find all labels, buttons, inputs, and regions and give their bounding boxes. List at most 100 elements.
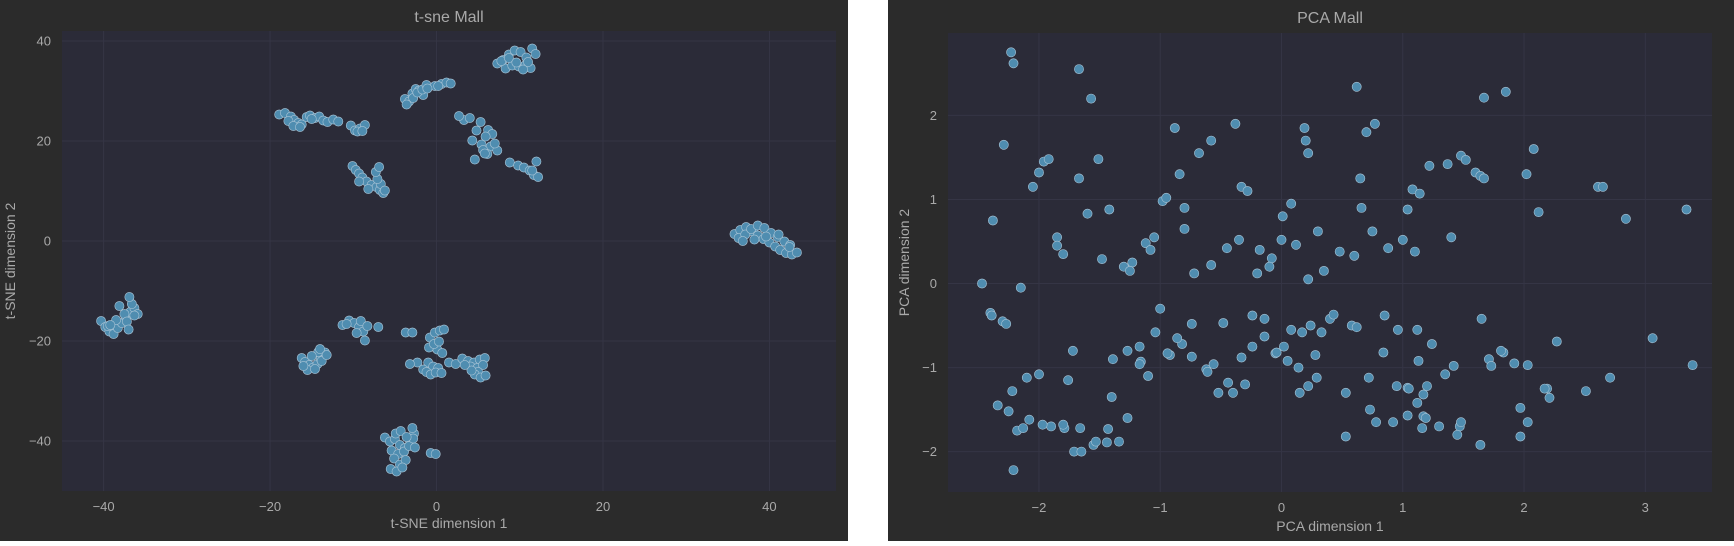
data-point <box>1378 347 1389 358</box>
data-point <box>523 57 533 67</box>
data-point <box>1391 381 1402 391</box>
y-tick-label: 20 <box>37 134 51 149</box>
data-point <box>1422 381 1432 391</box>
data-point <box>1172 333 1183 344</box>
data-point <box>122 316 132 327</box>
data-point <box>1058 419 1069 430</box>
pca-panel: −2 −1 0 1 2 3 −2 −1 0 1 2 PCA Mall PCA dimension 1 PC… <box>888 0 1734 541</box>
data-point <box>1103 424 1113 434</box>
data-point <box>1424 160 1435 171</box>
data-point <box>1043 154 1054 164</box>
x-tick-label: 40 <box>762 499 776 514</box>
data-point <box>373 322 384 332</box>
data-point <box>1006 47 1016 58</box>
data-point <box>1533 207 1544 217</box>
data-point <box>1037 419 1048 430</box>
data-point <box>1021 372 1032 383</box>
data-point <box>1427 339 1437 349</box>
data-point <box>295 122 305 132</box>
data-point <box>1259 313 1270 324</box>
data-point <box>1370 118 1380 129</box>
y-tick-label: −20 <box>29 334 51 349</box>
data-point <box>1102 437 1112 448</box>
data-point <box>527 165 538 176</box>
data-point <box>761 231 771 242</box>
data-point <box>1252 268 1263 279</box>
data-point <box>1687 360 1698 370</box>
data-point <box>773 229 784 240</box>
data-point <box>407 327 418 338</box>
data-point <box>1034 167 1044 178</box>
data-point <box>1279 341 1289 352</box>
data-point <box>1598 181 1608 192</box>
data-point <box>1365 404 1375 415</box>
data-point <box>480 131 491 142</box>
x-tick-label: −1 <box>1153 500 1168 515</box>
data-point <box>129 310 140 321</box>
data-point <box>1247 341 1258 352</box>
data-point <box>409 442 420 453</box>
data-point <box>478 360 488 370</box>
data-point <box>1097 254 1107 264</box>
x-tick-label: 0 <box>1278 500 1285 515</box>
data-point <box>1052 240 1062 251</box>
data-point <box>489 138 500 149</box>
data-point <box>1515 402 1526 413</box>
data-point <box>1303 381 1314 391</box>
data-point <box>1388 417 1398 428</box>
data-point <box>321 350 332 360</box>
data-point <box>404 359 415 369</box>
data-point <box>354 176 364 187</box>
x-tick-label: 0 <box>433 499 440 514</box>
data-point <box>1034 369 1044 380</box>
data-point <box>1276 234 1287 245</box>
data-point <box>1122 413 1133 423</box>
data-point <box>306 114 317 124</box>
data-point <box>1303 274 1314 285</box>
data-point <box>1240 379 1250 390</box>
data-point <box>1328 309 1339 320</box>
data-point <box>792 247 802 258</box>
data-point <box>359 335 370 346</box>
data-point <box>1222 243 1232 254</box>
data-point <box>1068 345 1078 356</box>
data-point <box>433 81 444 91</box>
data-point <box>1294 387 1305 398</box>
x-tick-label: 2 <box>1520 500 1527 515</box>
data-point <box>1186 351 1197 362</box>
data-point <box>1351 322 1362 333</box>
data-point <box>1293 362 1304 373</box>
data-point <box>124 292 135 302</box>
data-point <box>1291 239 1301 250</box>
data-point <box>1114 436 1124 447</box>
data-point <box>430 449 441 459</box>
data-point <box>105 320 116 330</box>
data-point <box>445 78 456 89</box>
data-point <box>503 53 514 63</box>
x-tick-label: −20 <box>259 499 281 514</box>
data-point <box>1356 202 1367 213</box>
data-point <box>1334 246 1345 257</box>
data-point <box>1434 421 1444 432</box>
data-point <box>1361 127 1372 138</box>
data-point <box>437 348 448 358</box>
x-axis-label: t-SNE dimension 1 <box>391 515 508 531</box>
data-point <box>1448 360 1459 371</box>
data-point <box>1383 243 1394 254</box>
data-point <box>1414 188 1425 199</box>
data-point <box>1086 93 1096 104</box>
data-point <box>1230 118 1241 129</box>
data-point <box>467 135 478 146</box>
data-point <box>1140 238 1151 249</box>
data-point <box>401 432 412 442</box>
data-point <box>475 117 486 127</box>
data-point <box>1442 159 1453 169</box>
data-point <box>1058 249 1069 259</box>
data-point <box>454 111 464 121</box>
data-point <box>1681 204 1692 215</box>
data-point <box>379 185 390 196</box>
data-point <box>1412 324 1423 335</box>
tsne-panel: −40 −20 0 20 40 −40 −20 0 20 40 t-sne Mall t-SNE di… <box>0 0 848 541</box>
